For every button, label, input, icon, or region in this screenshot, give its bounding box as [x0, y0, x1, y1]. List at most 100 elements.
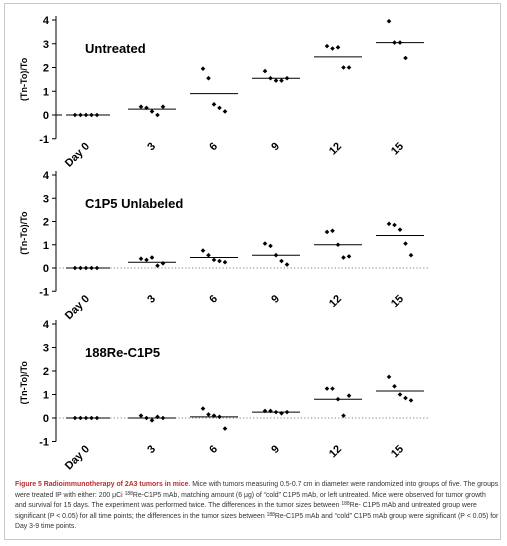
data-point — [397, 40, 403, 45]
data-point — [330, 386, 335, 391]
data-point — [211, 102, 217, 107]
data-point — [144, 105, 149, 111]
chart-title: C1P5 Unlabeled — [85, 196, 183, 211]
data-point — [268, 75, 273, 81]
data-point — [72, 415, 78, 421]
x-tick-label: 9 — [269, 140, 282, 153]
x-tick-label: Day 0 — [63, 293, 92, 322]
y-tick-label: 2 — [43, 217, 49, 229]
data-point — [149, 255, 155, 260]
data-point — [160, 261, 166, 266]
x-tick-label: 6 — [207, 443, 220, 456]
y-tick-label: -1 — [39, 134, 49, 146]
data-point — [403, 241, 408, 246]
y-tick-label: 2 — [43, 63, 49, 75]
data-point — [279, 411, 284, 416]
y-tick-label: 0 — [43, 263, 49, 275]
y-tick-label: 1 — [43, 86, 49, 98]
data-point — [403, 55, 408, 61]
data-point — [268, 243, 273, 249]
x-tick-label: 15 — [389, 140, 406, 157]
data-point — [211, 257, 217, 263]
data-point — [149, 109, 155, 114]
data-point — [78, 112, 83, 118]
data-point — [392, 383, 397, 389]
y-axis-label: (Tn-To)/To — [19, 57, 29, 101]
y-axis-label: (Tn-To)/To — [19, 211, 29, 255]
y-tick-label: 3 — [43, 343, 49, 355]
data-point — [149, 418, 155, 423]
caption-line-4b: Re-C1P5 mAb and — [274, 512, 333, 520]
x-tick-label: 15 — [389, 293, 406, 310]
data-point — [335, 242, 341, 248]
figure-frame — [4, 3, 501, 540]
x-tick-label: 3 — [145, 443, 158, 456]
data-point — [262, 408, 268, 414]
data-point — [94, 415, 100, 421]
figure-caption: Figure 5 Radioimmunotherapy of 2A3 tumor… — [15, 480, 499, 533]
caption-label: Figure 5 Radioimmunotherapy of 2A3 tumor… — [15, 481, 189, 488]
data-point — [408, 398, 414, 403]
y-tick-label: 1 — [43, 390, 49, 402]
y-axis-label: (Tn-To)/To — [19, 361, 29, 405]
data-point — [341, 65, 346, 70]
data-point — [386, 18, 392, 24]
data-point — [222, 426, 228, 431]
x-tick-label: 12 — [327, 443, 344, 460]
caption-sup-4: 188 — [266, 511, 275, 518]
data-point — [217, 414, 222, 420]
data-point — [341, 413, 346, 418]
data-point — [330, 46, 335, 51]
data-point — [89, 112, 94, 118]
chart-title: Untreated — [85, 41, 146, 56]
data-point — [155, 414, 160, 420]
data-point — [78, 415, 83, 421]
x-tick-label: Day 0 — [63, 140, 92, 169]
data-point — [346, 254, 352, 259]
data-point — [397, 227, 403, 232]
data-point — [408, 252, 414, 258]
data-point — [206, 75, 211, 81]
x-tick-label: 6 — [207, 293, 220, 306]
data-point — [217, 258, 222, 264]
data-point — [200, 406, 206, 411]
data-point — [335, 45, 341, 50]
data-point — [160, 415, 166, 421]
x-tick-label: 3 — [145, 293, 158, 306]
data-point — [72, 265, 78, 271]
data-point — [222, 109, 228, 114]
x-tick-label: 3 — [145, 140, 158, 153]
data-point — [386, 374, 392, 380]
data-point — [155, 263, 160, 268]
data-point — [72, 112, 78, 118]
data-point — [144, 415, 149, 421]
data-point — [222, 259, 228, 265]
data-point — [160, 104, 166, 109]
data-point — [324, 386, 330, 391]
x-tick-label: 15 — [389, 443, 406, 460]
data-point — [403, 395, 408, 401]
x-tick-label: 9 — [269, 443, 282, 456]
y-tick-label: 1 — [43, 240, 49, 252]
y-tick-label: 3 — [43, 39, 49, 51]
caption-line-3b: Re- — [349, 502, 361, 510]
data-point — [284, 262, 290, 267]
caption-sup-2: 188 — [124, 490, 133, 497]
data-point — [200, 248, 206, 253]
data-point — [330, 228, 335, 234]
data-point — [346, 65, 352, 70]
x-tick-label: 12 — [327, 293, 344, 310]
data-point — [341, 255, 346, 260]
data-point — [279, 258, 284, 264]
data-point — [335, 396, 341, 402]
data-point — [138, 413, 144, 418]
y-tick-label: 0 — [43, 413, 49, 425]
data-point — [273, 409, 279, 415]
data-point — [206, 412, 211, 417]
data-point — [284, 409, 290, 415]
data-point — [217, 105, 222, 111]
data-point — [392, 222, 397, 228]
caption-line-4: C1P5 mAb and untreated group were signif… — [15, 502, 477, 520]
data-point — [273, 252, 279, 258]
